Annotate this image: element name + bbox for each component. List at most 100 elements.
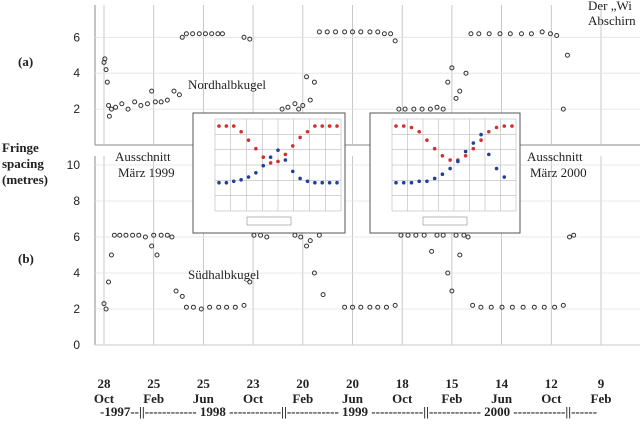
inset-point [224, 124, 229, 128]
inset-point [298, 135, 302, 140]
inset-point [471, 141, 476, 145]
inset-point [217, 124, 221, 128]
inset-point [313, 124, 317, 128]
inset [192, 112, 346, 234]
inset-point [401, 124, 406, 128]
inset-point [456, 159, 460, 164]
annotation: Ausschnitt [115, 149, 171, 164]
data-point [358, 29, 364, 35]
data-point [350, 304, 355, 310]
inset-point [327, 180, 332, 185]
data-point [402, 106, 408, 112]
data-point [476, 31, 482, 37]
y-tick-label: 4 [73, 266, 80, 280]
inset-legend [246, 216, 292, 226]
data-point [202, 31, 208, 37]
y-tick-label: 0 [73, 338, 80, 352]
data-point [292, 101, 298, 107]
y-tick-label: 8 [73, 194, 80, 208]
data-point [449, 288, 455, 294]
inset-point [261, 155, 266, 160]
data-point [103, 306, 109, 312]
data-point [183, 304, 189, 310]
data-point [108, 252, 114, 258]
data-point [497, 31, 503, 37]
annotation: Nordhalbkugel [188, 77, 266, 92]
inset-point [409, 180, 414, 185]
data-point [457, 88, 463, 94]
data-point [215, 31, 221, 37]
data-point [108, 106, 114, 112]
inset-point [276, 159, 280, 164]
data-point [541, 304, 547, 310]
inset-point [320, 180, 325, 185]
inset-point [394, 180, 398, 185]
data-point [383, 304, 389, 310]
inset-point [224, 180, 229, 185]
inset-point [276, 148, 280, 152]
data-point [350, 29, 355, 35]
data-point [106, 279, 112, 285]
inset-point [432, 146, 437, 151]
data-point [247, 36, 253, 42]
data-point [518, 31, 524, 37]
data-point [304, 74, 310, 80]
data-point [296, 106, 302, 112]
data-point [171, 88, 177, 94]
data-point [183, 31, 189, 37]
inset-point [409, 125, 414, 130]
data-point [429, 248, 435, 254]
data-point [158, 232, 164, 238]
annotation: März 1999 [118, 165, 175, 180]
data-point [154, 252, 160, 258]
inset-point [254, 146, 258, 151]
data-point [528, 31, 534, 37]
data-point [560, 106, 566, 112]
inset-point [463, 149, 468, 154]
data-point [434, 104, 440, 110]
data-point [247, 279, 253, 285]
annotation: Ausschnitt [527, 149, 583, 164]
data-point [113, 104, 119, 110]
inset-point [305, 179, 310, 184]
data-point [111, 232, 117, 238]
data-point [486, 31, 492, 37]
data-point [554, 33, 560, 39]
panel-label: (a) [18, 54, 33, 69]
data-point [130, 232, 136, 238]
y-axis-label: spacing [2, 156, 44, 171]
data-point [320, 292, 326, 298]
data-point [564, 52, 570, 58]
inset-point [502, 175, 507, 179]
data-point [388, 31, 394, 37]
data-point [136, 232, 142, 238]
x-tick-label: 14 Jun [491, 376, 513, 406]
data-point [119, 101, 125, 107]
inset-point [425, 138, 429, 143]
data-point [324, 29, 330, 35]
inset-point [487, 152, 491, 157]
inset-point [440, 172, 445, 176]
data-point [190, 304, 196, 310]
inset-point [510, 124, 514, 128]
data-point [367, 29, 373, 35]
x-tick-label: 25 Feb [143, 376, 164, 406]
data-point [164, 232, 170, 238]
cut-text: Der „Wi [588, 0, 632, 13]
data-point [138, 103, 144, 109]
inset-point [305, 129, 310, 134]
data-point [520, 304, 526, 310]
y-tick-label: 10 [67, 158, 81, 172]
y-tick-label: 6 [73, 30, 80, 44]
data-point [207, 304, 213, 310]
data-point [468, 31, 474, 37]
y-tick-label: 4 [73, 66, 80, 80]
data-point [445, 79, 451, 85]
inset-point [335, 180, 339, 185]
data-point [158, 99, 164, 105]
inset-point [335, 124, 339, 128]
data-point [232, 304, 238, 310]
data-point [547, 31, 553, 37]
data-point [179, 34, 185, 40]
